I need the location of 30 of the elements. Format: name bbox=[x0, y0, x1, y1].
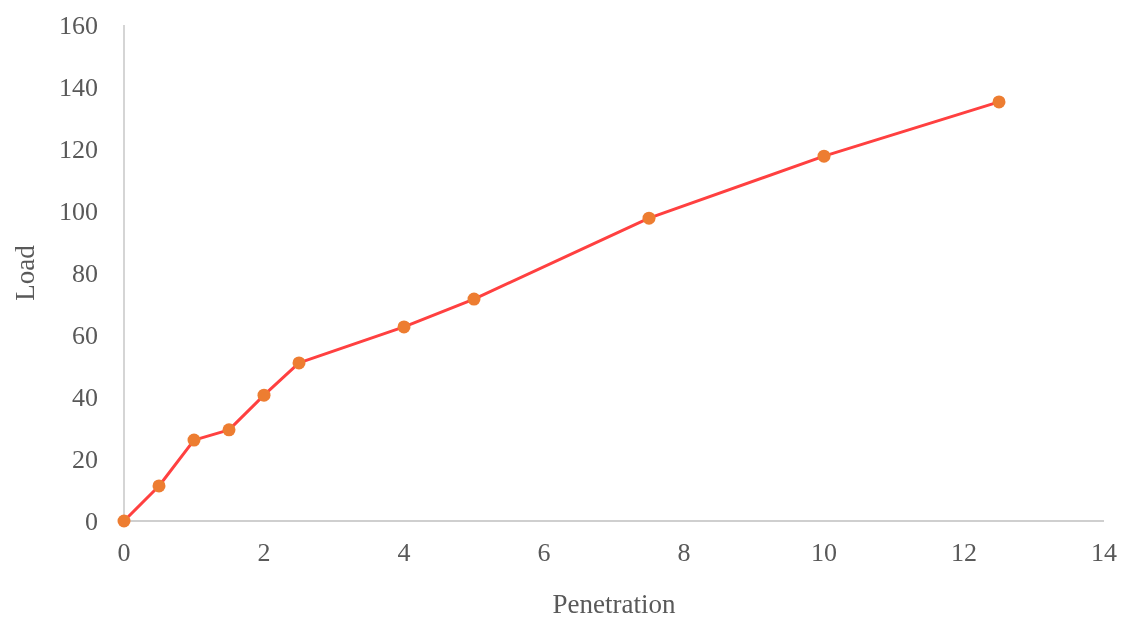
y-axis-title: Load bbox=[10, 244, 40, 301]
x-tick-label: 2 bbox=[257, 538, 271, 567]
point bbox=[992, 95, 1006, 109]
point bbox=[467, 292, 481, 306]
y-tick-label: 140 bbox=[59, 73, 98, 103]
x-tick-label: 4 bbox=[397, 538, 411, 567]
x-tick-label: 14 bbox=[1091, 538, 1117, 567]
point bbox=[292, 356, 306, 370]
x-tick-label: 0 bbox=[117, 538, 131, 567]
y-tick-label: 100 bbox=[59, 197, 98, 227]
point bbox=[642, 211, 656, 225]
point bbox=[817, 149, 831, 163]
y-tick-label: 60 bbox=[72, 321, 98, 351]
point bbox=[152, 479, 166, 493]
y-tick-label: 80 bbox=[72, 259, 98, 289]
y-tick-label: 0 bbox=[85, 507, 98, 537]
x-tick-label: 12 bbox=[951, 538, 977, 567]
point bbox=[187, 433, 201, 447]
y-tick-label: 120 bbox=[59, 135, 98, 165]
y-tick-label: 160 bbox=[59, 11, 98, 41]
point bbox=[222, 423, 236, 437]
point bbox=[397, 320, 411, 334]
x-tick-label: 10 bbox=[811, 538, 837, 567]
x-tick-label: 6 bbox=[537, 538, 551, 567]
y-tick-label: 40 bbox=[72, 383, 98, 413]
y-tick-label: 20 bbox=[72, 445, 98, 475]
x-tick-label: 8 bbox=[677, 538, 691, 567]
x-axis-title: Penetration bbox=[552, 589, 676, 619]
point bbox=[257, 388, 271, 402]
point bbox=[117, 514, 131, 528]
